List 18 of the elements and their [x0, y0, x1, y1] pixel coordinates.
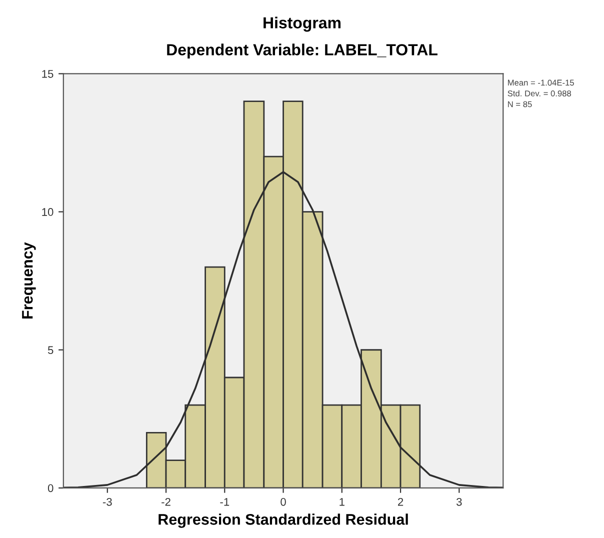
x-axis-title: Regression Standardized Residual: [158, 514, 408, 528]
text: Mean = -1.04E-15: [508, 80, 574, 86]
y-tick-label: 0: [48, 484, 54, 492]
x-tick-label: 1: [340, 498, 344, 506]
y-tick-label: 15: [42, 70, 54, 78]
text: Std. Dev. = 0.988: [508, 90, 572, 96]
x-tick-label: -3: [102, 498, 112, 506]
text: N = 85: [508, 101, 532, 108]
x-tick-label: 0: [280, 498, 286, 506]
y-tick-label: 5: [48, 346, 54, 354]
x-tick-label: -1: [220, 498, 230, 506]
x-tick-label: 3: [456, 498, 462, 506]
y-tick-label: 10: [42, 208, 54, 216]
x-tick-label: 2: [398, 498, 404, 506]
chart-subtitle: Dependent Variable: LABEL_TOTAL: [167, 44, 438, 59]
x-tick-label: -2: [162, 498, 170, 506]
chart-title: Histogram: [264, 16, 341, 32]
y-axis-title: Frequency: [22, 242, 36, 318]
